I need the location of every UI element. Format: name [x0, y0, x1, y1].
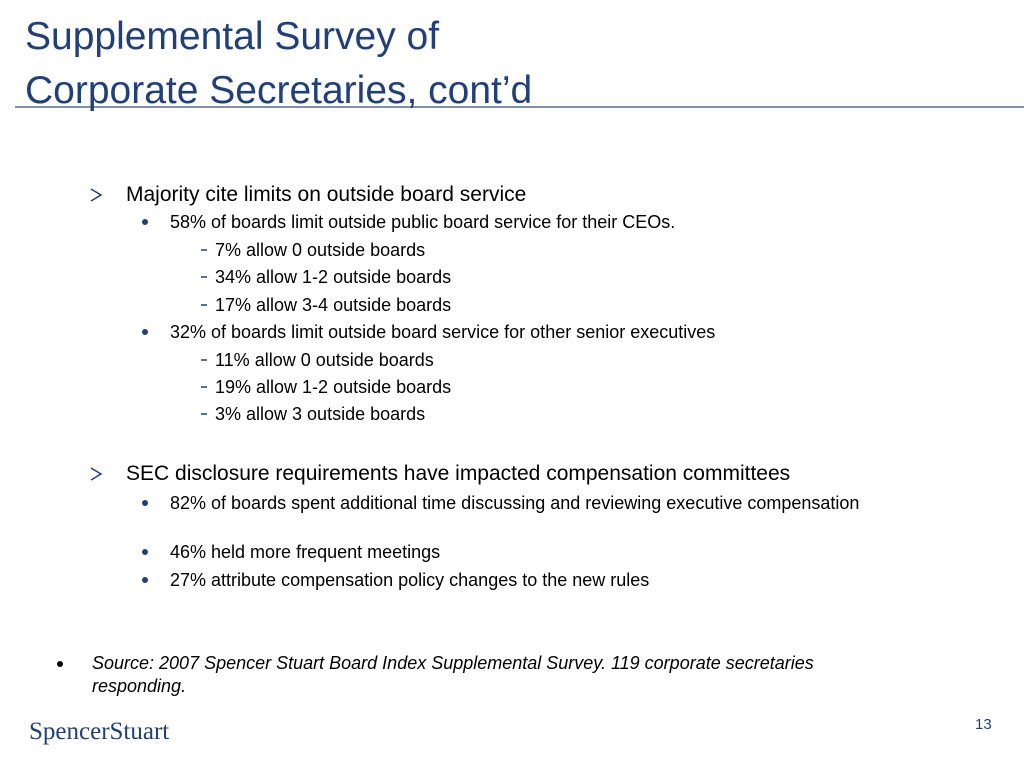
sub-item: 7% allow 0 outside boards — [215, 240, 426, 260]
bullet-marker — [142, 577, 148, 583]
chevron-marker — [90, 188, 103, 202]
sub-item: 3% allow 3 outside boards — [215, 404, 426, 424]
logo: SpencerStuart — [29, 718, 170, 745]
sub-item: 19% allow 1-2 outside boards — [215, 377, 452, 397]
bullet-marker — [142, 500, 148, 506]
section-heading: SEC disclosure requirements have impacte… — [126, 462, 791, 485]
title-line: Supplemental Survey of — [25, 15, 440, 58]
page-number: 13 — [975, 716, 992, 733]
bullet-item: 58% of boards limit outside public board… — [170, 212, 676, 232]
sub-item: 11% allow 0 outside boards — [215, 350, 434, 370]
title-line: Corporate Secretaries, cont’d — [25, 69, 533, 112]
chevron-marker — [90, 467, 103, 481]
sub-item: 17% allow 3-4 outside boards — [215, 295, 452, 315]
bullet-item: 32% of boards limit outside board servic… — [170, 322, 716, 342]
source-note: Source: 2007 Spencer Stuart Board Index … — [92, 653, 814, 696]
source-bullet — [57, 661, 63, 667]
bullet-marker — [142, 329, 148, 335]
section-heading: Majority cite limits on outside board se… — [126, 183, 527, 206]
bullet-item: 82% of boards spent additional time disc… — [170, 493, 860, 513]
bullet-item: 27% attribute compensation policy change… — [170, 570, 650, 590]
bullet-marker — [142, 549, 148, 555]
bullet-item: 46% held more frequent meetings — [170, 542, 441, 562]
bullet-marker — [142, 219, 148, 225]
sub-item: 34% allow 1-2 outside boards — [215, 267, 452, 287]
